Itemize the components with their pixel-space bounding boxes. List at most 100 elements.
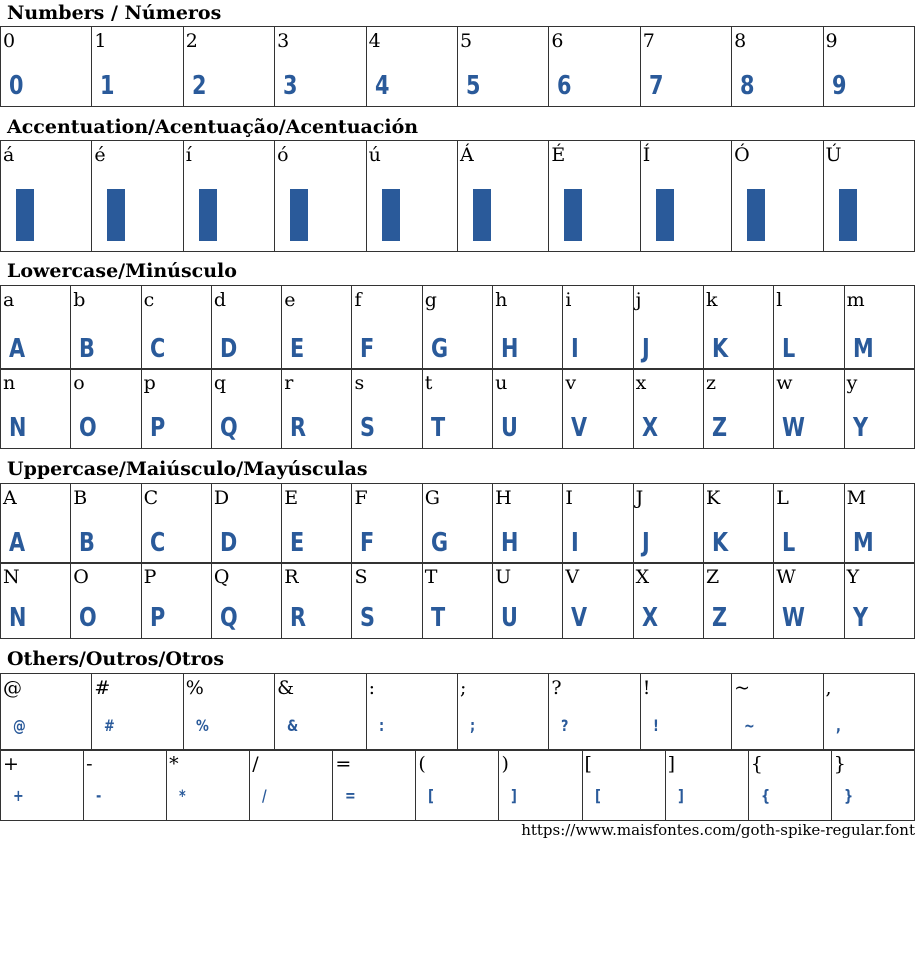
- char-label: M: [846, 487, 867, 509]
- glyph-sample: B: [79, 528, 96, 558]
- glyph-sample: M: [852, 334, 874, 364]
- glyph-cell: + +: [0, 749, 85, 821]
- glyph-sample: O: [79, 413, 97, 443]
- char-label: x: [635, 372, 647, 394]
- char-label: E: [284, 487, 299, 509]
- missing-glyph-box: [564, 189, 583, 241]
- char-label: p: [143, 372, 156, 394]
- char-label: {: [750, 753, 763, 775]
- glyph-sample: H: [501, 528, 519, 558]
- char-label: 3: [277, 30, 290, 52]
- char-label: 8: [734, 30, 747, 52]
- char-label: k: [705, 289, 718, 311]
- glyph-cell: Ú: [822, 140, 916, 252]
- char-label: u: [495, 372, 508, 394]
- missing-glyph-box: [747, 189, 766, 241]
- char-label: j: [635, 289, 642, 311]
- glyph-sample: *: [179, 786, 186, 805]
- section-title: Uppercase/Maiúsculo/Mayúsculas: [7, 458, 368, 480]
- glyph-sample: [: [428, 786, 435, 805]
- char-label: -: [86, 753, 93, 775]
- char-label: l: [776, 289, 783, 311]
- char-label: É: [551, 144, 566, 166]
- char-label: e: [284, 289, 296, 311]
- glyph-sample: K: [711, 528, 729, 558]
- char-label: %: [185, 677, 204, 699]
- glyph-sample: U: [501, 413, 518, 443]
- char-label: Ú: [825, 144, 842, 166]
- footer-url[interactable]: https://www.maisfontes.com/goth-spike-re…: [521, 821, 915, 839]
- glyph-cell: @ @: [0, 673, 93, 751]
- glyph-sample: ,: [835, 716, 841, 735]
- glyph-sample: H: [501, 334, 519, 364]
- glyph-sample: L: [782, 528, 796, 558]
- glyph-sample: M: [852, 528, 874, 558]
- glyph-sample: ;: [469, 716, 476, 735]
- glyph-sample: W: [782, 413, 806, 443]
- glyph-sample: [: [594, 786, 601, 805]
- section-title: Others/Outros/Otros: [7, 648, 225, 670]
- glyph-cell: {{: [747, 749, 832, 821]
- glyph-cell: %%: [182, 673, 276, 751]
- char-label: @: [3, 677, 22, 699]
- char-label: J: [635, 487, 644, 509]
- glyph-sample: O: [79, 603, 97, 633]
- glyph-sample: ?: [561, 716, 569, 735]
- glyph-cell: --: [83, 749, 168, 821]
- char-label: D: [213, 487, 230, 509]
- char-label: H: [495, 487, 512, 509]
- glyph-sample: S: [360, 603, 376, 633]
- glyph-cell: Á: [456, 140, 550, 252]
- glyph-sample: =: [345, 786, 357, 805]
- glyph-sample: 3: [283, 71, 298, 101]
- glyph-cell: }}: [830, 749, 916, 821]
- char-label: 2: [185, 30, 198, 52]
- glyph-sample: Q: [219, 413, 238, 443]
- missing-glyph-box: [655, 189, 674, 241]
- char-label: I: [565, 487, 573, 509]
- glyph-sample: N: [9, 413, 27, 443]
- glyph-cell: !!: [639, 673, 733, 751]
- glyph-sample: D: [219, 528, 238, 558]
- char-label: R: [284, 566, 299, 588]
- missing-glyph-box: [198, 189, 217, 241]
- glyph-sample: A: [9, 528, 26, 558]
- char-label: w: [776, 372, 793, 394]
- char-label: Ó: [734, 144, 750, 166]
- glyph-sample: ]: [511, 786, 518, 805]
- char-label: F: [354, 487, 368, 509]
- char-label: O: [73, 566, 89, 588]
- glyph-sample: }: [843, 786, 853, 805]
- char-label: Q: [213, 566, 230, 588]
- char-label: y: [846, 372, 858, 394]
- char-label: r: [284, 372, 294, 394]
- glyph-sample: G: [430, 334, 448, 364]
- glyph-cell: = =: [332, 749, 417, 821]
- char-label: V: [565, 566, 580, 588]
